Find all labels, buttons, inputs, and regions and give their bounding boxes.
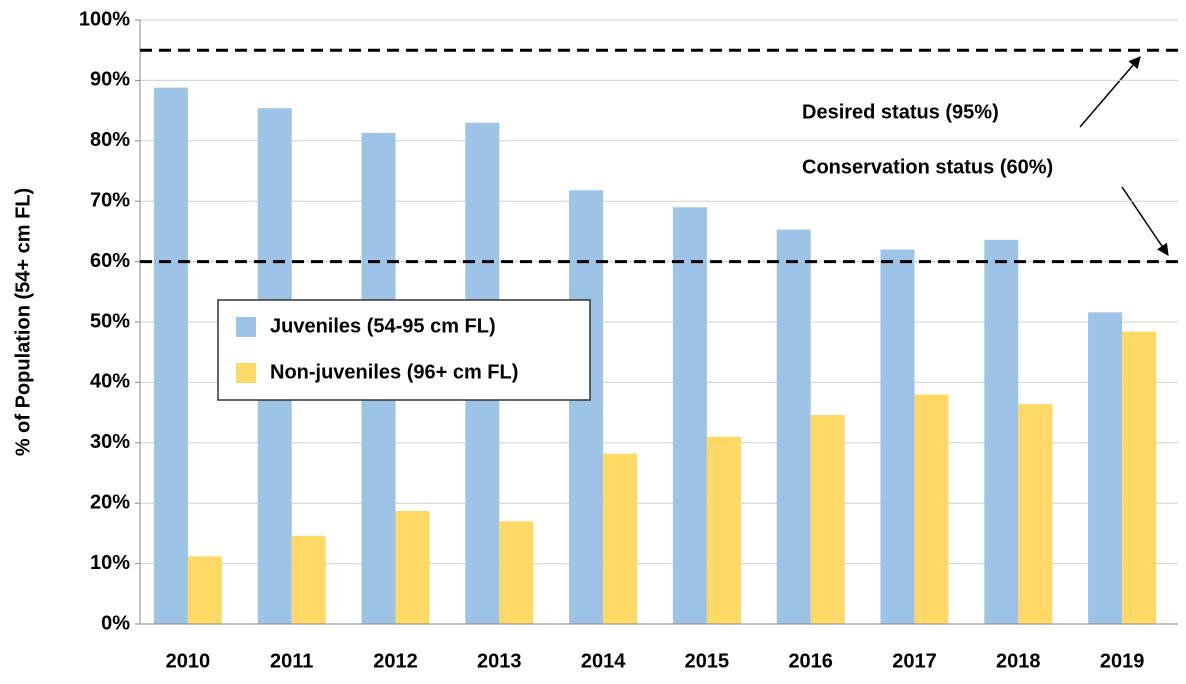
bar	[1088, 312, 1123, 624]
y-tick-label: 10%	[90, 552, 130, 574]
x-tick-label: 2017	[892, 650, 937, 672]
x-tick-label: 2019	[1100, 650, 1145, 672]
bar	[153, 87, 188, 624]
y-tick-label: 90%	[90, 69, 130, 91]
y-tick-label: 40%	[90, 371, 130, 393]
bar	[672, 207, 707, 625]
y-tick-label: 80%	[90, 129, 130, 151]
bar	[291, 535, 326, 624]
arrow	[1121, 186, 1169, 256]
bar	[569, 190, 604, 624]
x-tick-label: 2016	[788, 650, 833, 672]
bar	[395, 511, 430, 624]
bar	[1122, 331, 1157, 624]
bar	[499, 521, 534, 624]
bar	[810, 415, 845, 624]
bar	[984, 239, 1019, 624]
y-tick-label: 70%	[90, 189, 130, 211]
legend-swatch	[236, 363, 256, 383]
y-tick-label: 30%	[90, 431, 130, 453]
legend: Juveniles (54-95 cm FL) Non-juveniles (96…	[217, 299, 591, 401]
x-tick-label: 2018	[996, 650, 1041, 672]
bar	[776, 229, 811, 624]
x-tick-label: 2011	[270, 650, 313, 672]
y-tick-label: 100%	[79, 8, 130, 30]
x-tick-label: 2010	[166, 650, 211, 672]
legend-swatch	[236, 317, 256, 337]
legend-label: Non-juveniles (96+ cm FL)	[270, 361, 518, 383]
bar	[880, 249, 915, 624]
legend-box	[217, 299, 591, 401]
bar	[914, 394, 949, 624]
y-tick-label: 60%	[90, 250, 130, 272]
bar	[706, 436, 741, 624]
x-tick-label: 2013	[477, 650, 522, 672]
y-axis-label: % of Population (54+ cm FL)	[12, 188, 34, 456]
bar	[603, 453, 638, 624]
y-tick-label: 20%	[90, 491, 130, 513]
y-tick-label: 50%	[90, 310, 130, 332]
legend-label: Juveniles (54-95 cm FL)	[270, 315, 496, 337]
x-tick-label: 2015	[685, 650, 730, 672]
y-tick-label: 0%	[101, 612, 130, 634]
bar	[1018, 404, 1053, 624]
x-tick-label: 2012	[373, 650, 418, 672]
reference-label: Desired status (95%)	[802, 101, 999, 123]
bar	[187, 556, 222, 624]
x-tick-label: 2014	[581, 650, 626, 672]
reference-label: Conservation status (60%)	[802, 156, 1053, 178]
arrow	[1079, 56, 1141, 128]
